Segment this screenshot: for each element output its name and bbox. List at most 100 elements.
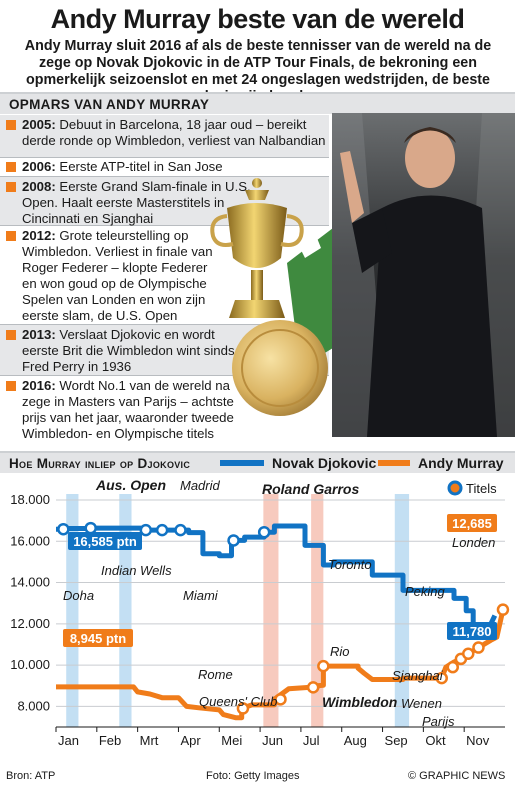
series-markers (57, 521, 510, 715)
y-axis-ticks: 18.000 16.000 14.000 12.000 10.000 8.000 (10, 492, 50, 713)
shaded-band (394, 494, 410, 727)
event-label: Rio (330, 644, 350, 659)
event-label: Sjanghai (392, 668, 444, 683)
timeline-item-2008: 2008: Eerste Grand Slam-finale in U.S. O… (6, 179, 271, 227)
series-marker (236, 702, 250, 715)
timeline-year: 2005: (22, 117, 56, 132)
series-marker (274, 693, 287, 706)
value-callout-box (68, 532, 142, 550)
event-label: Miami (183, 588, 219, 603)
x-tick-label: Jul (303, 733, 320, 748)
series-marker (257, 525, 271, 539)
timeline-year: 2006: (22, 159, 56, 174)
timeline-heading: Opmars van Andy Murray (0, 92, 515, 114)
bullet-square (6, 162, 16, 172)
shaded-band (66, 494, 79, 727)
timeline-divider (0, 225, 329, 226)
bullet-square (6, 120, 16, 130)
timeline-divider (0, 157, 329, 158)
graphic-credit: © GRAPHIC NEWS (408, 770, 506, 782)
player-silhouette (332, 113, 515, 437)
timeline-item-2006: 2006: Eerste ATP-titel in San Jose (6, 159, 329, 175)
event-label: Londen (452, 535, 495, 550)
ranking-chart: 18.000 16.000 14.000 12.000 10.000 8.000 Jan F… (10, 455, 510, 748)
x-tick-label: Okt (425, 733, 446, 748)
x-tick-label: Mrt (140, 733, 159, 748)
value-callouts: 16,585 ptn 8,945 ptn 12,685 11,780 (63, 514, 497, 647)
trophy-stem (251, 270, 263, 300)
timeline-year: 2016: (22, 378, 56, 393)
event-label: Peking (405, 584, 446, 599)
series-marker (317, 659, 330, 673)
timeline-item-2013: 2013: Verslaat Djokovic en wordt eerste … (6, 327, 246, 375)
medal-ring (241, 329, 319, 407)
value-callout-label: 16,585 ptn (73, 534, 137, 549)
x-tick-label: Apr (180, 733, 201, 748)
timeline-item-2012: 2012: Grote teleurstelling op Wimbledon.… (6, 228, 221, 324)
value-callout-box (447, 622, 497, 640)
timeline-divider (0, 375, 329, 376)
player-arm (352, 208, 392, 273)
legend-label-titles: Titels (466, 481, 497, 496)
timeline-item-2016: 2016: Wordt No.1 van de wereld na zege i… (6, 378, 261, 442)
series-marker (84, 521, 97, 535)
timeline-year: 2012: (22, 228, 56, 243)
series-marker (496, 603, 510, 616)
x-tick-label: Feb (99, 733, 121, 748)
event-label: Queens' Club (199, 694, 277, 709)
timeline-divider (0, 176, 329, 177)
series-marker (57, 522, 70, 536)
x-tick-label: Jan (58, 733, 79, 748)
source-credit: Bron: ATP (6, 770, 56, 782)
photo-credit: Foto: Getty Images (206, 770, 300, 782)
player-hair (404, 127, 456, 143)
x-tick-label: Mei (221, 733, 242, 748)
chart-legend: Novak Djokovic Andy Murray Titels (220, 455, 504, 496)
legend-titles-marker (447, 480, 463, 496)
legend-label-murray: Andy Murray (418, 455, 504, 471)
event-label: Madrid (180, 478, 221, 493)
trophy-handle-left (210, 214, 234, 247)
timeline-shade-2005 (0, 115, 329, 157)
player-photo (332, 113, 515, 437)
series-marker (174, 523, 187, 537)
x-tick-label: Nov (466, 733, 490, 748)
value-callout-label: 8,945 ptn (70, 631, 126, 646)
x-axis-ticks: Jan Feb Mrt Apr Mei Jun Jul Aug Sep Okt Nov (55, 727, 490, 748)
event-label: Rome (198, 667, 233, 682)
bullet-square (6, 381, 16, 391)
bullet-square (6, 330, 16, 340)
bullet-square (6, 231, 16, 241)
timeline-item-2005: 2005: Debuut in Barcelona, 18 jaar oud –… (6, 117, 329, 149)
value-callout-box (447, 514, 497, 532)
grid-lines (56, 499, 505, 728)
shaded-band (263, 494, 279, 727)
shaded-bands (66, 494, 410, 727)
event-annotations: Aus. Open Madrid Roland Garros Doha Indian W… (63, 477, 495, 729)
event-label: Wenen (401, 696, 442, 711)
series-marker (155, 523, 169, 537)
trophy-knob (252, 178, 262, 188)
y-tick-label: 12.000 (10, 616, 50, 631)
x-tick-label: Aug (344, 733, 367, 748)
y-tick-label: 18.000 (10, 492, 50, 507)
value-callout-box (63, 629, 133, 647)
y-tick-label: 10.000 (10, 657, 50, 672)
event-label: Toronto (328, 557, 372, 572)
trophy-cup (227, 203, 287, 268)
series-marker (462, 647, 475, 660)
event-label: Indian Wells (101, 563, 172, 578)
timeline-year: 2013: (22, 327, 56, 342)
timeline-text: Eerste Grand Slam-finale in U.S. Open. H… (22, 179, 251, 226)
trophy-base (229, 300, 285, 318)
series-marker (139, 523, 153, 537)
x-tick-label: Jun (262, 733, 283, 748)
shaded-band (119, 494, 132, 727)
trophy-handle-right (280, 214, 304, 247)
series-marker (472, 641, 485, 654)
timeline-text: Verslaat Djokovic en wordt eerste Brit d… (22, 327, 235, 374)
legend-label-djokovic: Novak Djokovic (272, 455, 376, 471)
trophy-lid (245, 190, 269, 200)
series-marker (227, 534, 240, 547)
y-tick-label: 14.000 (10, 575, 50, 590)
